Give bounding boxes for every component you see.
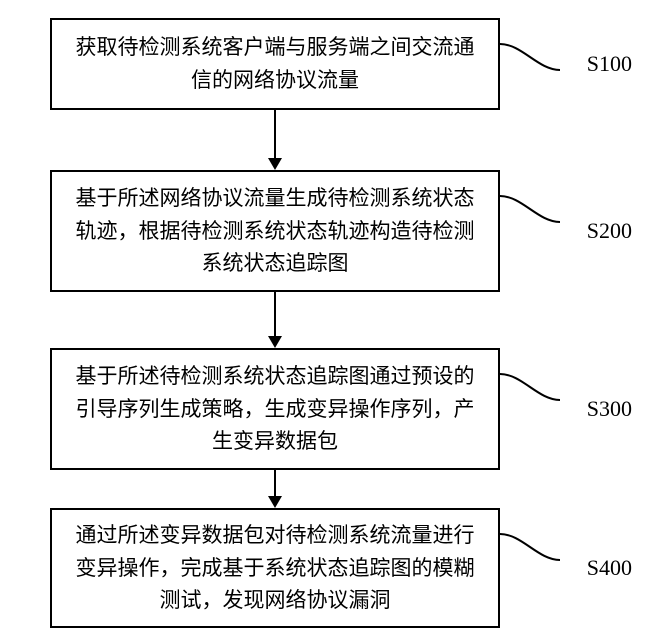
step-text-s400: 通过所述变异数据包对待检测系统流量进行变异操作，完成基于系统状态追踪图的模糊测试… [70, 519, 480, 617]
arrow-3 [0, 470, 652, 508]
step-row-s300: 基于所述待检测系统状态追踪图通过预设的引导序列生成策略，生成变异操作序列，产生变… [0, 348, 652, 470]
step-text-s200: 基于所述网络协议流量生成待检测系统状态轨迹，根据待检测系统状态轨迹构造待检测系统… [70, 182, 480, 280]
step-text-s300: 基于所述待检测系统状态追踪图通过预设的引导序列生成策略，生成变异操作序列，产生变… [70, 360, 480, 458]
step-box-s400: 通过所述变异数据包对待检测系统流量进行变异操作，完成基于系统状态追踪图的模糊测试… [50, 508, 500, 628]
connector-s100 [500, 40, 564, 76]
connector-s300 [500, 370, 564, 406]
step-label-s200: S200 [587, 218, 632, 244]
step-box-s300: 基于所述待检测系统状态追踪图通过预设的引导序列生成策略，生成变异操作序列，产生变… [50, 348, 500, 470]
step-label-s400: S400 [587, 555, 632, 581]
step-text-s100: 获取待检测系统客户端与服务端之间交流通信的网络协议流量 [70, 31, 480, 96]
arrow-1 [0, 110, 652, 170]
step-label-s300: S300 [587, 396, 632, 422]
step-row-s100: 获取待检测系统客户端与服务端之间交流通信的网络协议流量 S100 [0, 18, 652, 110]
step-label-s100: S100 [587, 51, 632, 77]
connector-s400 [500, 530, 564, 566]
step-row-s200: 基于所述网络协议流量生成待检测系统状态轨迹，根据待检测系统状态轨迹构造待检测系统… [0, 170, 652, 292]
step-box-s200: 基于所述网络协议流量生成待检测系统状态轨迹，根据待检测系统状态轨迹构造待检测系统… [50, 170, 500, 292]
step-box-s100: 获取待检测系统客户端与服务端之间交流通信的网络协议流量 [50, 18, 500, 110]
arrow-2 [0, 292, 652, 348]
step-row-s400: 通过所述变异数据包对待检测系统流量进行变异操作，完成基于系统状态追踪图的模糊测试… [0, 508, 652, 628]
connector-s200 [500, 192, 564, 228]
